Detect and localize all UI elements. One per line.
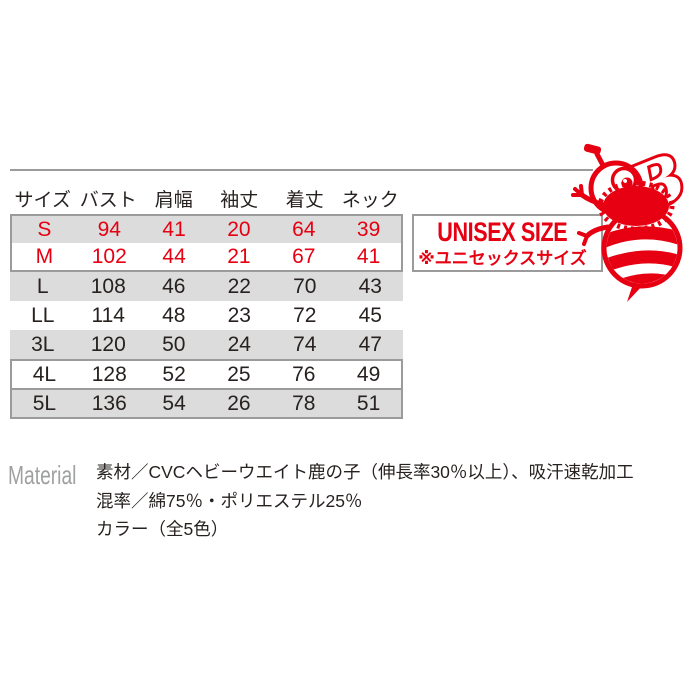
cell: S [37, 217, 52, 241]
size-table: S 94 41 20 64 39 M 102 44 21 67 41 L 108… [10, 214, 403, 419]
cell: 22 [227, 274, 251, 298]
cell: 26 [227, 391, 251, 415]
cell: 50 [162, 332, 186, 356]
material-text: 素材／CVCヘビーウエイト鹿の子（伸長率30％以上）、吸汗速乾加工 混率／綿75… [96, 458, 634, 544]
cell: 3L [31, 332, 55, 356]
bee-muzzle [603, 186, 669, 226]
cell: 78 [292, 391, 316, 415]
cell: 74 [293, 332, 317, 356]
table-row-l: L 108 46 22 70 43 [10, 272, 403, 301]
cell: 41 [162, 217, 186, 241]
cell: 5L [32, 391, 57, 415]
cell: 45 [358, 303, 382, 327]
cell: 44 [162, 244, 186, 268]
unisex-size-title: UNISEX SIZE [437, 217, 568, 247]
col-header-bust: バスト [79, 190, 137, 211]
col-header-sleeve: 袖丈 [220, 190, 259, 211]
col-header-neck: ネック [341, 190, 399, 211]
cell: 67 [292, 244, 316, 268]
material-line-colors: カラー（全5色） [96, 519, 229, 539]
cell: 54 [162, 391, 186, 415]
cell: 43 [358, 274, 382, 298]
cell: 21 [227, 244, 251, 268]
table-header-row: サイズ バスト 肩幅 袖丈 着丈 ネック [10, 185, 403, 212]
cell: 25 [227, 362, 251, 386]
cell: 39 [356, 217, 381, 241]
cell: 24 [227, 332, 251, 356]
cell: M [35, 244, 54, 268]
table-row-s: S 94 41 20 64 39 [12, 216, 401, 243]
top-divider-line [10, 169, 593, 171]
material-label: Material [8, 460, 77, 490]
cell: 48 [162, 303, 186, 327]
material-section: Material 素材／CVCヘビーウエイト鹿の子（伸長率30％以上）、吸汗速乾… [8, 458, 696, 568]
cell: 52 [162, 362, 186, 386]
cell: 120 [90, 332, 126, 356]
cell: 46 [162, 274, 186, 298]
cell: 136 [91, 391, 127, 415]
cell: 47 [358, 332, 382, 356]
cell: 49 [356, 362, 381, 386]
table-row-ll: LL 114 48 23 72 45 [10, 301, 403, 330]
cell: 108 [90, 274, 126, 298]
table-row-3l: 3L 120 50 24 74 47 [10, 330, 403, 359]
cell: 51 [356, 391, 381, 415]
cell: 128 [91, 362, 127, 386]
cell: 114 [91, 303, 125, 327]
cell: 23 [227, 303, 251, 327]
table-row-5l: 5L 136 54 26 78 51 [12, 388, 401, 417]
table-row-4l: 4L 128 52 25 76 49 [12, 361, 401, 388]
material-line-blend: 混率／綿75％・ポリエステル25％ [96, 490, 363, 511]
cell: 64 [292, 217, 316, 241]
cell: 76 [292, 362, 316, 386]
bee-arms [571, 184, 611, 246]
cell: 72 [293, 303, 317, 327]
cell: 20 [227, 217, 251, 241]
unisex-rows-box: S 94 41 20 64 39 M 102 44 21 67 41 [10, 214, 403, 272]
cell: L [36, 274, 49, 298]
cell: 102 [91, 244, 127, 268]
bee-antenna-tip [583, 143, 602, 155]
bee-mascot-icon: B [571, 143, 699, 302]
table-row-m: M 102 44 21 67 41 [12, 243, 401, 270]
cell: 41 [356, 244, 381, 268]
material-line-fabric: 素材／CVCヘビーウエイト鹿の子（伸長率30％以上）、吸汗速乾加工 [96, 462, 634, 482]
large-size-rows-box: 4L 128 52 25 76 49 5L 136 54 26 78 51 [10, 359, 403, 419]
cell: 4L [32, 362, 57, 386]
cell: 94 [97, 217, 121, 241]
cell: 70 [293, 274, 317, 298]
col-header-shoulder: 肩幅 [154, 190, 193, 211]
cell: LL [31, 303, 55, 327]
unisex-size-subtitle: ※ユニセックスサイズ [418, 249, 587, 268]
unisex-size-badge: UNISEX SIZE ※ユニセックスサイズ [412, 214, 603, 272]
col-header-size: サイズ [14, 190, 71, 211]
col-header-length: 着丈 [285, 190, 324, 211]
